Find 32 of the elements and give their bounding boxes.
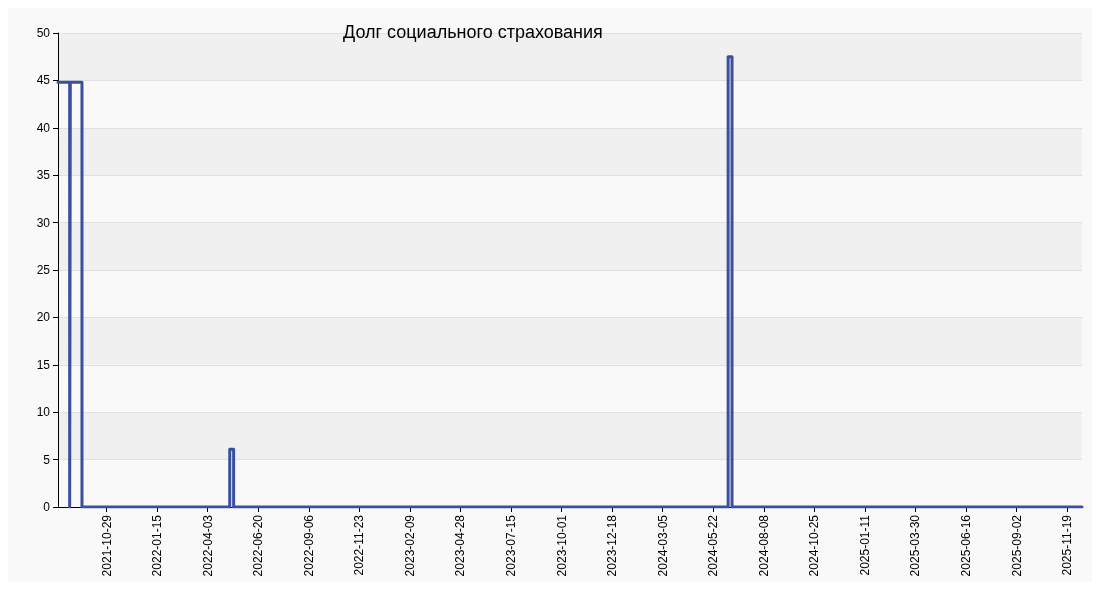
x-tick-label: 2023-12-18 — [605, 514, 620, 577]
y-tick-label: 15 — [36, 357, 51, 372]
y-tick-label: 5 — [43, 452, 51, 467]
y-tick-label: 25 — [36, 263, 51, 277]
y-tick-label: 40 — [36, 120, 51, 135]
y-tick-label: 45 — [36, 73, 51, 88]
y-tick-label: 30 — [36, 215, 51, 230]
x-tick-label: 2025-06-16 — [958, 514, 973, 577]
y-tick-label: 20 — [36, 310, 51, 325]
y-tick-label: 0 — [43, 500, 51, 514]
x-tick-label: 2024-08-08 — [756, 514, 771, 577]
y-tick-label: 50 — [36, 26, 51, 40]
x-tick-label: 2025-03-30 — [908, 514, 923, 577]
x-tick-label: 2022-04-03 — [200, 514, 215, 577]
x-tick-label: 2023-04-28 — [453, 514, 468, 577]
x-tick-label: 2022-11-23 — [352, 514, 367, 576]
x-tick-label: 2023-07-15 — [504, 514, 519, 577]
x-tick-label: 2022-09-06 — [301, 514, 316, 577]
y-tick-label: 35 — [36, 168, 51, 183]
x-tick-label: 2024-10-25 — [807, 514, 822, 577]
x-tick-label: 2022-06-20 — [251, 514, 266, 577]
x-tick-label: 2024-05-22 — [706, 514, 721, 577]
y-tick-label: 10 — [36, 405, 51, 420]
x-tick-label: 2023-10-01 — [554, 514, 569, 577]
x-tick-label: 2025-01-11 — [857, 514, 872, 576]
chart-title: Долг социального страхования — [343, 22, 603, 42]
x-tick-label: 2023-02-09 — [402, 514, 417, 577]
x-tick-label: 2021-10-29 — [99, 514, 114, 577]
x-tick-label: 2025-11-19 — [1060, 514, 1075, 576]
x-tick-label: 2024-03-05 — [655, 514, 670, 577]
x-tick-label: 2022-01-15 — [150, 514, 165, 577]
x-tick-label: 2025-09-02 — [1009, 514, 1024, 577]
